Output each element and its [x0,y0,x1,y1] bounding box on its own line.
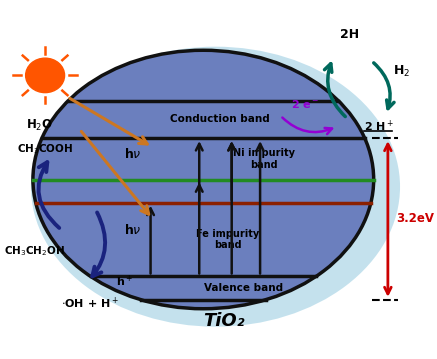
Text: TiO₂: TiO₂ [203,312,244,330]
Text: 2H: 2H [340,28,359,41]
Text: h$\nu$: h$\nu$ [124,148,141,161]
Text: h$^+$: h$^+$ [116,274,133,289]
Text: $\cdot$OH + H$^+$: $\cdot$OH + H$^+$ [61,296,119,311]
Text: 2 e$^-$: 2 e$^-$ [291,98,319,110]
Text: CH$_3$CH$_2$OH: CH$_3$CH$_2$OH [4,244,66,258]
Ellipse shape [33,50,374,309]
Text: CH$_3$COOH: CH$_3$COOH [17,142,73,156]
Ellipse shape [31,47,400,327]
Circle shape [26,58,65,93]
Text: 2 H$^+$: 2 H$^+$ [364,119,394,134]
Text: Fe impurity
band: Fe impurity band [196,229,259,251]
Text: H$_2$: H$_2$ [393,64,411,79]
Text: Valence band: Valence band [205,283,284,293]
Text: Ni impurity
band: Ni impurity band [233,148,295,170]
Text: H$_2$O: H$_2$O [25,118,52,133]
Text: Conduction band: Conduction band [170,115,269,124]
Text: h$\nu$: h$\nu$ [124,223,141,237]
Text: 3.2eV: 3.2eV [396,213,434,225]
